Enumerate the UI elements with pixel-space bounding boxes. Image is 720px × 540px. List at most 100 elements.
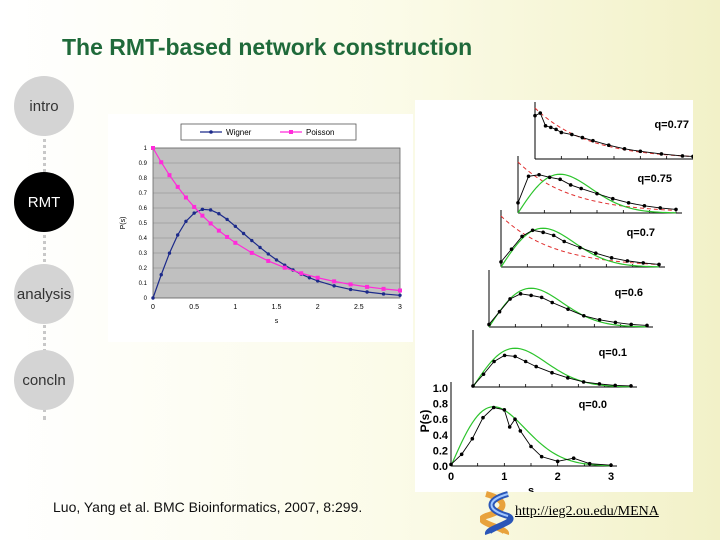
x-tick-label: 0 (448, 471, 454, 483)
data-point-poisson (348, 282, 353, 287)
data-point-poisson (175, 184, 180, 189)
panel-data-point (554, 127, 558, 132)
y-tick-label: 0.4 (139, 236, 148, 242)
x-axis-label: s (275, 318, 279, 325)
panel-data-point (547, 175, 552, 180)
panel-data-point (518, 292, 523, 296)
panel-data-point (529, 444, 533, 449)
data-point-poisson (365, 284, 370, 289)
data-point-wigner (159, 273, 163, 277)
y-tick-label: 0.4 (433, 430, 449, 442)
panel-data-point (492, 359, 496, 364)
nav-item-concln[interactable]: concln (14, 350, 74, 410)
page-title: The RMT-based network construction (62, 34, 473, 60)
legend-label: Wigner (226, 128, 252, 137)
panel-data-point (595, 191, 599, 196)
panel-data-point (658, 206, 662, 210)
x-tick-label: 0.5 (189, 304, 199, 311)
panel-data-point (497, 309, 502, 314)
plot-border (152, 147, 401, 299)
panel-data-point (691, 154, 693, 159)
data-point-wigner (315, 279, 320, 283)
panel-data-point (516, 201, 520, 205)
panel-data-point (680, 154, 685, 158)
data-point-poisson (266, 258, 271, 263)
data-point-poisson (282, 265, 287, 270)
data-point-poisson (249, 250, 254, 255)
y-tick-label: 0.5 (139, 221, 148, 227)
panel-data-point (613, 320, 618, 325)
panel-data-point (571, 456, 576, 461)
data-point-poisson (151, 146, 155, 150)
data-point-wigner (176, 233, 180, 237)
y-tick-label: 0.9 (139, 161, 148, 167)
y-tick-label: 0.0 (433, 461, 448, 473)
panel-data-point (597, 318, 602, 322)
panel-data-point (609, 256, 614, 260)
x-tick-label: 0 (151, 304, 155, 311)
data-point-wigner (167, 251, 172, 255)
data-point-wigner (307, 276, 312, 280)
panel-label: q=0.0 (579, 399, 607, 411)
panel-data-point (550, 300, 554, 305)
y-tick-label: 0 (144, 296, 148, 302)
panel-data-point (555, 459, 560, 464)
series-line-wigner (152, 208, 401, 299)
panel-data-point (581, 380, 586, 384)
data-point-wigner (250, 238, 254, 243)
data-point-wigner (241, 231, 246, 236)
panel-data-point (657, 262, 661, 267)
y-tick-label: 1.0 (433, 383, 448, 395)
x-tick-label: 1 (501, 471, 507, 483)
data-point-wigner (225, 217, 229, 222)
nav-item-intro[interactable]: intro (14, 76, 74, 136)
data-point-poisson (192, 204, 197, 209)
y-axis-label: P(s) (120, 217, 127, 230)
panel-data-point (629, 322, 633, 327)
panel-data-point (530, 228, 535, 233)
data-point-wigner (151, 296, 155, 300)
panel-data-point (533, 113, 537, 118)
panel-data-point (538, 111, 543, 115)
panel-data-point (597, 382, 602, 386)
panel-data-point (591, 138, 595, 143)
panel-data-point (459, 452, 464, 457)
legend-box (180, 123, 357, 141)
panel-data-point (559, 130, 564, 135)
panel-data-point (534, 364, 538, 369)
panel-data-point (642, 204, 647, 208)
panel-data-point (549, 125, 553, 130)
panel-data-point (491, 405, 496, 410)
data-point-wigner (200, 207, 205, 212)
nav-item-analysis[interactable]: analysis (14, 264, 74, 324)
panel-data-point (622, 147, 627, 151)
y-tick-label: 0.3 (139, 251, 148, 257)
panel-data-point (523, 359, 528, 364)
data-point-poisson (200, 213, 205, 218)
panel-data-point (541, 230, 545, 235)
panel-label: q=0.7 (627, 227, 655, 239)
data-point-wigner (381, 292, 386, 296)
data-point-poisson (315, 275, 320, 280)
panel-data-point (594, 251, 598, 256)
resource-link[interactable]: http://ieg2.ou.edu/MENA (515, 504, 659, 519)
x-tick-label: 2.5 (354, 304, 364, 311)
panel-data-point (520, 234, 524, 239)
data-point-wigner (192, 211, 196, 215)
panel-data-point (611, 196, 615, 201)
y-tick-label: 0.6 (433, 414, 448, 426)
y-tick-label: 0.7 (139, 191, 148, 197)
data-point-poisson (159, 160, 164, 165)
legend-label: Poisson (306, 128, 334, 137)
panel-data-point (502, 408, 507, 412)
data-point-wigner (348, 287, 353, 292)
nav-item-rmt[interactable]: RMT (14, 172, 74, 232)
panel-label: q=0.77 (654, 119, 689, 131)
data-point-wigner (258, 245, 262, 250)
x-tick-label: 1.5 (272, 304, 282, 311)
panel-data-point (629, 384, 633, 388)
chart-background (415, 100, 693, 492)
dna-logo-icon (480, 491, 514, 536)
wigner-reference-curve (488, 287, 648, 328)
panel-data-point (513, 354, 517, 359)
